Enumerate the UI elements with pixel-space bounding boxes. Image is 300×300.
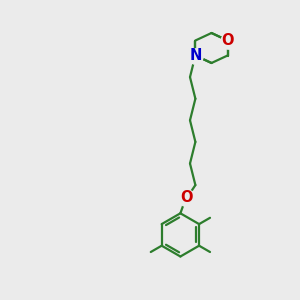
Text: O: O — [181, 190, 193, 205]
Text: O: O — [221, 33, 234, 48]
Text: N: N — [189, 48, 202, 63]
